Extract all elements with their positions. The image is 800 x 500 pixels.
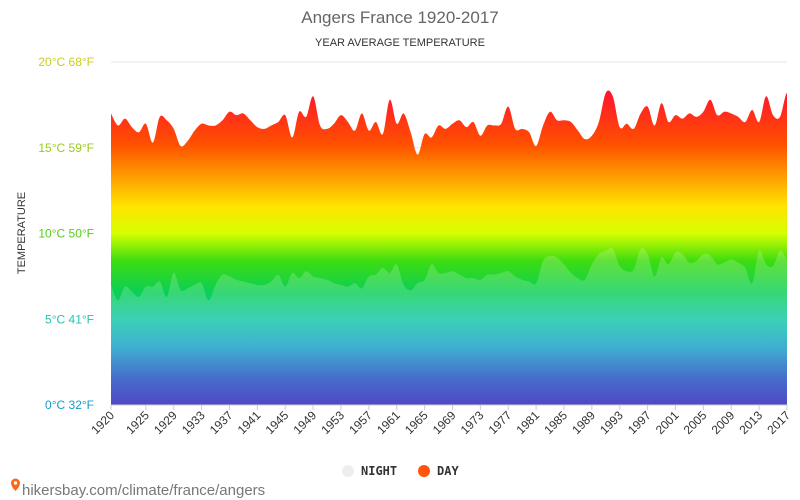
y-tick-label: 0°C 32°F (45, 398, 94, 412)
x-tick-label: 1925 (123, 408, 152, 437)
footer-source-link[interactable]: hikersbay.com/climate/france/angers (22, 482, 265, 499)
night-area-series (111, 247, 787, 405)
chart-title: Angers France 1920-2017 (301, 8, 499, 27)
x-tick-label: 1981 (513, 408, 542, 437)
x-tick-label: 1953 (318, 408, 347, 437)
x-tick-label: 1945 (263, 408, 292, 437)
x-tick-label: 2013 (736, 408, 765, 437)
x-tick-label: 1929 (151, 408, 180, 437)
legend: NIGHT DAY (342, 464, 459, 478)
day-area-series (111, 90, 787, 405)
x-tick-label: 1949 (290, 408, 319, 437)
legend-item-night[interactable]: NIGHT (342, 464, 397, 478)
y-tick-label: 5°C 41°F (45, 312, 94, 326)
x-tick-label: 1985 (541, 408, 570, 437)
chart-subtitle: YEAR AVERAGE TEMPERATURE (315, 37, 485, 49)
x-tick-label: 2005 (681, 408, 710, 437)
footer-link[interactable]: hikersbay.com/climate/france/angers (11, 478, 265, 500)
location-pin-dot (13, 481, 18, 485)
location-pin-icon (11, 478, 20, 491)
x-tick-label: 1965 (402, 408, 431, 437)
legend-item-day[interactable]: DAY (418, 464, 459, 478)
x-tick-label: 2001 (653, 408, 682, 437)
x-tick-label: 1937 (207, 408, 236, 437)
y-tick-label: 20°C 68°F (38, 55, 94, 69)
x-tick-label: 1969 (430, 408, 459, 437)
x-tick-label: 1989 (569, 408, 598, 437)
y-tick-label: 10°C 50°F (38, 227, 94, 241)
y-tick-label: 15°C 59°F (38, 141, 94, 155)
x-tick-label: 1961 (374, 408, 403, 437)
y-axis-label: TEMPERATURE (16, 192, 28, 274)
legend-night-label: NIGHT (361, 464, 397, 478)
x-tick-label: 1973 (458, 408, 487, 437)
x-tick-label: 1933 (179, 408, 208, 437)
x-tick-label: 1977 (486, 408, 515, 437)
legend-night-marker (342, 465, 354, 477)
x-tick-label: 1941 (235, 408, 264, 437)
x-tick-label: 2009 (709, 408, 738, 437)
legend-day-label: DAY (437, 464, 459, 478)
x-tick-label: 2017 (764, 408, 793, 437)
x-tick-label: 1957 (346, 408, 375, 437)
y-axis-ticks: 0°C 32°F 5°C 41°F 10°C 50°F 15°C 59°F 20°C 6… (38, 55, 94, 412)
x-tick-label: 1997 (625, 408, 654, 437)
x-tick-label: 1993 (597, 408, 626, 437)
x-axis-ticks: 1920 1925 1929 1933 1937 1941 1945 1949 1953 1957… (88, 405, 793, 437)
legend-day-marker (418, 465, 430, 477)
x-tick-label: 1920 (88, 408, 117, 437)
